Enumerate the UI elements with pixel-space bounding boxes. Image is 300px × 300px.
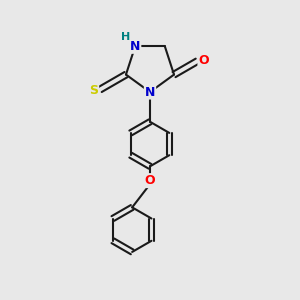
Text: H: H — [121, 32, 130, 42]
Text: O: O — [145, 174, 155, 187]
Text: S: S — [89, 84, 98, 98]
Text: O: O — [198, 54, 209, 67]
Text: N: N — [145, 85, 155, 98]
Text: N: N — [130, 40, 140, 53]
